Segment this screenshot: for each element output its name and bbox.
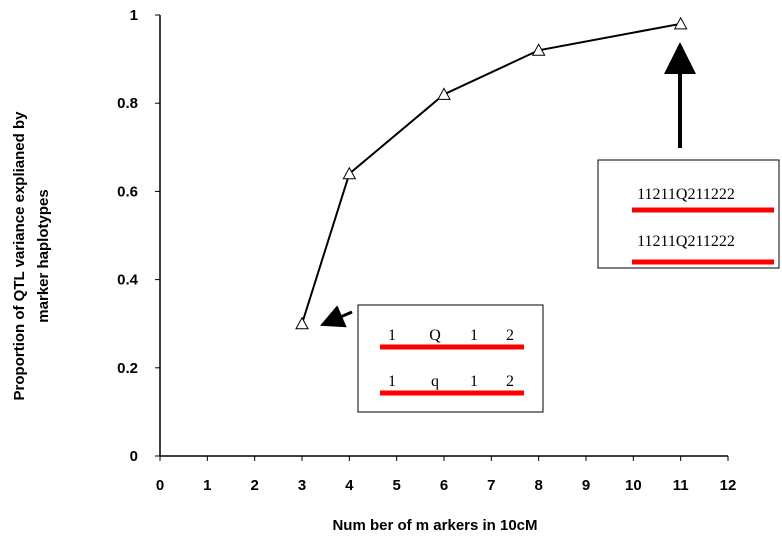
haplotype-box-right: 11211Q211222 11211Q211222 [597,159,780,269]
x-tick-label: 8 [534,477,542,494]
y-tick-label: 0.4 [117,272,139,289]
hap-left-l2-c: 1 [470,373,478,390]
series-markers [295,16,688,330]
x-tick-label: 12 [720,477,737,494]
data-point-marker [531,43,546,56]
y-tick-label: 0.6 [117,183,138,200]
x-tick-label: 5 [392,477,400,494]
hap-left-l1-a: 1 [388,327,396,344]
x-tick-label: 10 [625,477,642,494]
y-tick-label: 0.2 [117,360,138,377]
x-ticks: 0 1 2 3 4 5 6 7 8 9 10 11 12 [156,456,737,494]
haplotype-box-left-frame [357,304,544,413]
hap-left-l2-d: 2 [506,373,514,390]
y-axis-title-line2: marker haplotypes [35,189,52,322]
x-tick-label: 1 [203,477,211,494]
x-tick-label: 4 [345,477,354,494]
x-tick-label: 6 [440,477,448,494]
haplotype-box-left: 1 Q 1 2 1 q 1 2 [357,304,544,413]
data-point-marker [342,166,357,180]
data-point-marker [437,87,451,100]
x-tick-label: 2 [250,477,258,494]
hap-left-l1-b: Q [429,327,441,344]
haplotype-left-line-2: 1 q 1 2 [388,373,514,390]
haplotype-box-right-frame [597,159,780,269]
y-axis-title: Proportion of QTL variance explianed by [11,111,28,401]
x-axis-title: Num ber of m arkers in 10cM [332,517,537,534]
data-point-marker [295,316,309,330]
x-tick-label: 9 [582,477,590,494]
y-tick-label: 1 [130,7,138,24]
x-tick-label: 0 [156,477,164,494]
data-point-marker [673,16,688,30]
x-tick-label: 7 [487,477,495,494]
hap-right-line-1: 11211Q211222 [637,186,735,203]
x-tick-label: 11 [673,477,689,494]
y-tick-label: 0 [130,448,138,465]
x-tick-label: 3 [298,477,306,494]
hap-left-l2-b: q [431,373,439,390]
hap-right-line-2: 11211Q211222 [637,233,735,250]
y-tick-label: 0.8 [117,95,138,112]
hap-left-l1-c: 1 [470,327,478,344]
hap-left-l2-a: 1 [388,373,396,390]
y-ticks: 0 0.2 0.4 0.6 0.8 1 [117,7,160,465]
annotation-arrow-left [319,305,353,328]
haplotype-left-line-1: 1 Q 1 2 [388,327,514,344]
hap-left-l1-d: 2 [506,327,514,344]
